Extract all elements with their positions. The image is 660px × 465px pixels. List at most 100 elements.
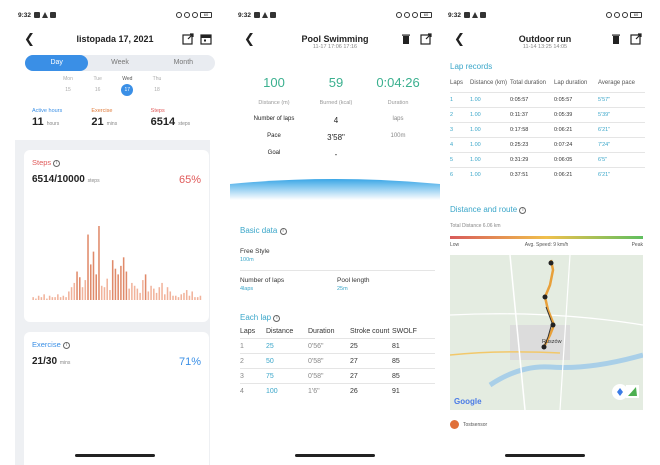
steps-bar-chart: [32, 226, 202, 300]
exercise-unit: mins: [59, 360, 71, 366]
stat-steps: Steps 6514 steps: [151, 108, 210, 128]
pool-value: 25m: [337, 286, 348, 292]
home-indicator: [75, 454, 155, 457]
step-bar: [57, 294, 59, 300]
section-label: Distance and route: [450, 205, 518, 214]
day-item[interactable]: Thu 18: [149, 76, 165, 96]
lap-distance: 1.00: [470, 137, 510, 153]
table-row: 6 1.00 0:37:51 0:06:21 6'21": [450, 167, 645, 183]
status-bar: 9:32 60: [18, 10, 212, 20]
step-bar: [46, 298, 48, 300]
step-bar: [122, 257, 125, 300]
lap-duration: 0:05:39: [554, 107, 598, 123]
step-bar: [139, 292, 141, 300]
calendar-icon[interactable]: [200, 33, 212, 45]
lap-number: 4: [450, 137, 470, 153]
home-indicator: [295, 454, 375, 457]
day-item[interactable]: Mon 15: [60, 76, 76, 96]
back-arrow-icon[interactable]: ❮: [24, 31, 35, 46]
alarm-icon: [184, 12, 190, 18]
lap-total: 0:17:58: [510, 122, 554, 138]
summary-stats: Active hours 11 hours Exercise 21 mins S…: [32, 108, 210, 128]
step-bar: [155, 292, 158, 300]
lap-pace: 6'21": [598, 167, 645, 183]
tab-day[interactable]: Day: [25, 55, 89, 71]
steps-percent: 65%: [178, 174, 201, 186]
info-icon[interactable]: i: [519, 207, 527, 214]
section-label: Each lap: [240, 313, 272, 322]
steps-unit: steps: [87, 178, 100, 184]
lap-distance: 1.00: [470, 122, 510, 138]
steps-value: 6514/10000: [32, 174, 85, 185]
col-header: SWOLF: [392, 328, 417, 335]
step-bar: [125, 271, 128, 300]
col-header: Average pace: [598, 80, 635, 86]
step-bar: [70, 287, 73, 300]
info-icon[interactable]: i: [53, 160, 61, 167]
delete-icon[interactable]: [610, 33, 622, 45]
route-map[interactable]: Ruszów Google: [450, 255, 643, 410]
lap-total: 0:25:23: [510, 137, 554, 153]
lap-pace: 7'24": [598, 137, 645, 153]
tab-month[interactable]: Month: [173, 59, 194, 66]
notification-icon: [34, 12, 41, 18]
lap-duration: 0:07:24: [554, 137, 598, 153]
alarm-icon: [614, 12, 620, 18]
back-arrow-icon[interactable]: ❮: [454, 31, 465, 46]
table-row: 2 50 0'58" 27 85: [240, 353, 435, 369]
step-bar: [37, 295, 40, 300]
steps-card[interactable]: Steps i 6514/10000 steps 65%: [24, 150, 209, 322]
step-bar: [177, 297, 180, 300]
lap-records-table: Laps Distance (km) Total duration Lap du…: [450, 80, 645, 183]
stat-row: Number of laps 4 laps: [230, 116, 440, 128]
step-bar: [158, 287, 161, 300]
step-bar: [62, 295, 65, 300]
map-drawing: [450, 255, 643, 410]
table-row: 5 1.00 0:31:29 0:06:05 6'5": [450, 152, 645, 168]
laps-label: Number of laps: [240, 277, 285, 284]
stat-row: Pace 3'58" 100m: [230, 133, 440, 145]
style-label: Free Style: [240, 248, 270, 255]
tab-week[interactable]: Week: [111, 59, 129, 66]
lap-number: 2: [240, 353, 266, 369]
notification-icon: [254, 12, 261, 18]
bluetooth-icon: [176, 12, 182, 18]
stat-value: 11: [32, 116, 44, 128]
day-item[interactable]: Tue 16: [90, 76, 106, 96]
day-item-selected[interactable]: Wed 17: [119, 76, 135, 96]
info-icon[interactable]: i: [273, 315, 281, 322]
lap-distance: 25: [266, 338, 308, 354]
lap-swolf: 91: [392, 383, 435, 398]
stat-unit: mins: [106, 121, 118, 127]
delete-icon[interactable]: [400, 33, 412, 45]
lap-stroke: 27: [350, 368, 392, 384]
lap-number: 1: [240, 338, 266, 354]
week-strip: Mon 15 Tue 16 Wed 17 Thu 18: [60, 76, 165, 96]
col-header: Laps: [450, 80, 464, 86]
step-bar: [153, 288, 155, 300]
stat-value: 21: [91, 116, 104, 128]
lap-stroke: 26: [350, 383, 392, 398]
share-icon[interactable]: [182, 33, 194, 45]
step-bar: [76, 271, 78, 300]
water-wave-graphic: [230, 179, 440, 200]
lap-distance: 50: [266, 353, 308, 369]
back-arrow-icon[interactable]: ❮: [244, 31, 255, 46]
step-bar: [54, 297, 56, 300]
send-icon: [472, 12, 479, 18]
share-icon[interactable]: [630, 33, 642, 45]
share-icon[interactable]: [420, 33, 432, 45]
header: ❮ listopada 17, 2021: [10, 30, 220, 54]
stat-label: Active hours: [32, 108, 63, 114]
table-row: 1 1.00 0:05:57 0:05:57 5'57": [450, 92, 645, 108]
exercise-card[interactable]: Exercise i 21/30 mins 71%: [24, 332, 209, 465]
basic-data-title: Basic data i: [240, 226, 287, 235]
row-label: Pace: [267, 133, 281, 139]
exercise-value: 21/30: [32, 356, 58, 367]
lap-pace: 6'21": [598, 122, 645, 138]
step-bar: [169, 291, 172, 300]
step-bar: [51, 297, 54, 300]
step-bar: [164, 294, 166, 300]
info-icon[interactable]: i: [62, 342, 70, 349]
info-icon[interactable]: i: [279, 228, 287, 235]
